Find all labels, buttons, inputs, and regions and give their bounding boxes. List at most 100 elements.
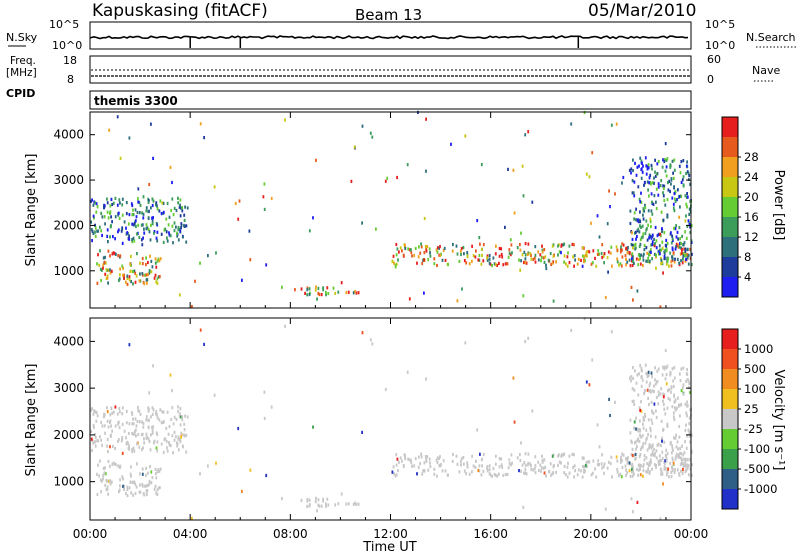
echo-cell bbox=[103, 215, 106, 219]
echo-cell bbox=[634, 369, 636, 373]
echo-cell bbox=[176, 234, 179, 238]
echo-cell bbox=[118, 488, 121, 492]
echo-cell bbox=[132, 208, 134, 212]
echo-cell bbox=[541, 248, 544, 252]
echo-cell bbox=[675, 242, 678, 246]
echo-cell bbox=[681, 386, 684, 390]
echo-cell bbox=[523, 250, 526, 254]
echo-cell bbox=[657, 185, 660, 189]
echo-cell bbox=[468, 262, 471, 266]
echo-cell bbox=[591, 151, 594, 155]
echo-cell bbox=[263, 182, 266, 186]
echo-cell bbox=[386, 176, 389, 180]
echo-cell bbox=[395, 463, 398, 467]
echo-cell bbox=[100, 420, 103, 425]
echo-cell bbox=[158, 486, 161, 490]
echo-cell bbox=[109, 271, 112, 275]
echo-cell bbox=[155, 410, 158, 414]
echo-cell bbox=[648, 384, 651, 388]
echo-cell bbox=[263, 416, 266, 420]
echo-cell bbox=[98, 225, 101, 229]
echo-cell bbox=[577, 468, 580, 472]
echo-cell bbox=[165, 230, 168, 234]
echo-cell bbox=[327, 291, 330, 296]
echo-cell bbox=[522, 194, 525, 198]
echo-cell bbox=[137, 197, 139, 201]
echo-cell bbox=[649, 220, 652, 224]
echo-cell bbox=[176, 444, 179, 448]
echo-cell bbox=[121, 213, 124, 217]
echo-cell bbox=[166, 236, 168, 240]
echo-cell bbox=[661, 260, 663, 264]
echo-cell bbox=[667, 188, 670, 192]
echo-cell bbox=[132, 223, 135, 227]
echo-cell bbox=[524, 257, 527, 261]
echo-cell bbox=[141, 432, 144, 436]
echo-cell bbox=[616, 260, 619, 264]
echo-cell bbox=[680, 469, 682, 473]
echo-cell bbox=[322, 288, 325, 292]
echo-cell bbox=[137, 405, 139, 409]
echo-cell bbox=[625, 468, 627, 472]
echo-cell bbox=[406, 370, 409, 374]
echo-cell bbox=[684, 247, 687, 251]
echo-cell bbox=[630, 379, 632, 383]
echo-cell bbox=[661, 246, 664, 250]
echo-cell bbox=[103, 260, 106, 264]
echo-cell bbox=[173, 430, 176, 434]
echo-cell bbox=[128, 237, 131, 241]
echo-cell bbox=[654, 242, 656, 246]
echo-cell bbox=[584, 259, 586, 263]
echo-cell bbox=[632, 191, 635, 195]
echo-cell bbox=[682, 175, 685, 179]
colorbar-tick-label: -500 bbox=[744, 462, 770, 476]
echo-cell bbox=[109, 211, 111, 215]
echo-cell bbox=[620, 455, 622, 459]
echo-cell bbox=[410, 248, 412, 252]
echo-cell bbox=[651, 452, 654, 457]
echo-cell bbox=[132, 269, 134, 274]
echo-cell bbox=[140, 448, 143, 452]
echo-cell bbox=[648, 236, 650, 240]
echo-cell bbox=[652, 243, 655, 247]
echo-cell bbox=[169, 443, 172, 448]
echo-cell bbox=[104, 255, 106, 259]
echo-cell bbox=[317, 286, 320, 290]
echo-cell bbox=[581, 264, 584, 268]
echo-cell bbox=[664, 377, 667, 381]
echo-cell bbox=[633, 194, 636, 198]
echo-cell bbox=[480, 262, 483, 266]
echo-cell bbox=[521, 164, 524, 168]
echo-cell bbox=[103, 471, 106, 475]
echo-cell bbox=[464, 341, 467, 345]
echo-cell bbox=[686, 205, 688, 209]
echo-cell bbox=[91, 439, 94, 443]
echo-cell bbox=[125, 212, 128, 216]
echo-cell bbox=[488, 257, 491, 261]
echo-cell bbox=[541, 250, 544, 254]
echo-cell bbox=[668, 388, 671, 392]
echo-cell bbox=[633, 453, 635, 457]
echo-cell bbox=[583, 468, 585, 472]
echo-cell bbox=[684, 457, 687, 461]
echo-cell bbox=[655, 465, 657, 469]
echo-cell bbox=[157, 486, 160, 490]
echo-cell bbox=[627, 246, 629, 250]
echo-cell bbox=[678, 435, 681, 439]
echo-cell bbox=[654, 225, 657, 230]
echo-cell bbox=[675, 433, 677, 437]
echo-cell bbox=[686, 457, 689, 462]
echo-cell bbox=[686, 404, 689, 408]
echo-cell bbox=[139, 261, 141, 265]
echo-cell bbox=[154, 273, 157, 277]
echo-cell bbox=[447, 473, 449, 477]
echo-cell bbox=[352, 502, 355, 506]
echo-cell bbox=[315, 158, 317, 162]
echo-cell bbox=[651, 212, 654, 216]
echo-cell bbox=[635, 447, 637, 451]
echo-cell bbox=[417, 465, 420, 469]
echo-cell bbox=[148, 479, 151, 483]
echo-cell bbox=[441, 258, 444, 262]
echo-cell bbox=[557, 454, 559, 458]
echo-cell bbox=[631, 469, 633, 474]
